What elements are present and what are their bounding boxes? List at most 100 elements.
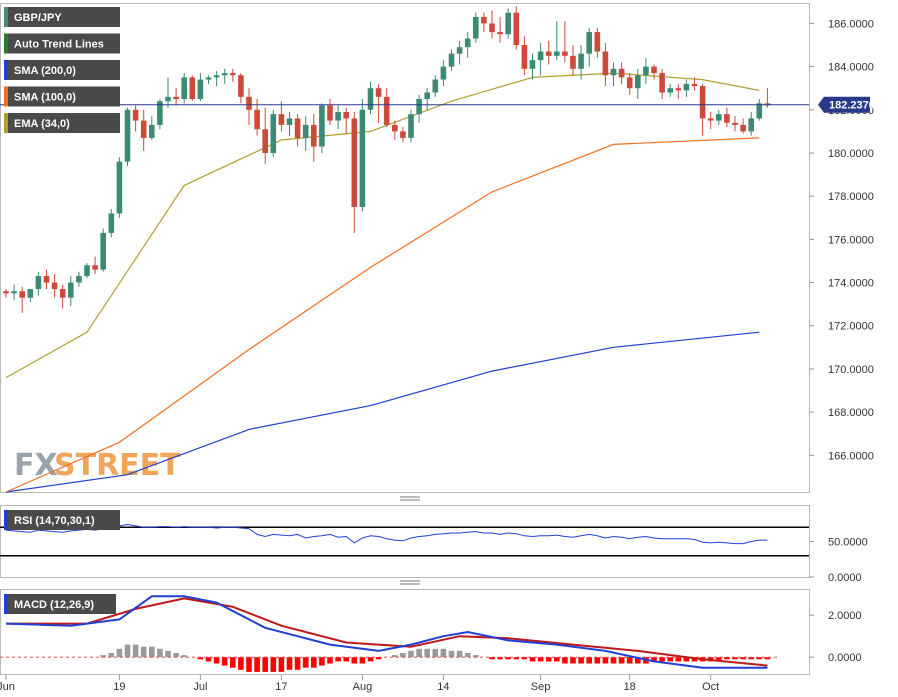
candle (319, 103, 325, 153)
candle (35, 271, 42, 296)
date-tick-label: 17 (275, 681, 287, 693)
candle (116, 157, 123, 218)
macd-histogram-bar (764, 657, 771, 660)
candle-body (699, 86, 706, 119)
candle-body (173, 96, 179, 100)
last-price-tag (818, 96, 870, 113)
candle (351, 111, 358, 233)
date-tick-label: Aug (353, 681, 373, 693)
macd-tick-label: 2.0000 (828, 610, 862, 622)
candle (699, 83, 706, 136)
pane-splitter-macd[interactable] (400, 580, 420, 585)
legend-label: EMA (34,0) (14, 118, 70, 130)
candle-body (578, 53, 584, 69)
candle-body (375, 88, 382, 97)
candle-body (529, 60, 536, 69)
macd-histogram-bar (221, 657, 228, 666)
candle (294, 114, 301, 147)
candle (554, 21, 560, 61)
price-tick-label: 172.0000 (828, 321, 874, 333)
candle-body (489, 23, 495, 33)
candlestick-series (3, 6, 771, 313)
macd-histogram-bar (432, 648, 439, 658)
candle (659, 68, 665, 100)
macd-histogram-bar (756, 657, 763, 660)
candle-body (19, 291, 25, 298)
candle-body (335, 111, 341, 121)
candle (165, 77, 171, 108)
macd-histogram-bar (246, 657, 252, 672)
candle-body (92, 265, 98, 270)
macd-histogram-bar (683, 657, 690, 662)
candle (157, 99, 163, 130)
candle-body (594, 32, 601, 52)
candle-body (84, 265, 90, 277)
candle (238, 73, 244, 104)
candle (221, 68, 228, 84)
candle-body (311, 124, 317, 147)
candle-body (659, 73, 665, 93)
candle-body (691, 83, 698, 87)
candle-body (59, 289, 66, 298)
candle-body (124, 109, 131, 162)
macd-histogram-bar (489, 657, 495, 660)
macd-histogram-bar (408, 650, 414, 658)
price-tick-label: 166.0000 (828, 450, 874, 462)
candle-body (302, 124, 309, 138)
price-tick-label: 170.0000 (828, 364, 874, 376)
candle-body (108, 213, 115, 233)
candle-body (481, 16, 487, 24)
price-tick-label: 178.0000 (828, 191, 874, 203)
last-price-label: 182.2370 (829, 100, 875, 112)
candle (489, 10, 495, 39)
legend-box (4, 594, 116, 614)
candle (205, 75, 212, 84)
macd-histogram-bar (132, 644, 139, 658)
candle-body (716, 114, 722, 121)
candle (562, 21, 568, 63)
macd-label: MACD (12,26,9) (14, 599, 94, 611)
candle (173, 88, 179, 106)
date-tick-label: Sep (531, 681, 551, 693)
candle (27, 289, 34, 302)
candle (424, 88, 430, 110)
main-panel-frame (0, 3, 810, 493)
macd-histogram-bar (254, 657, 260, 672)
price-axis: 186.0000184.0000182.0000180.0000178.0000… (809, 18, 874, 462)
macd-histogram-bar (108, 653, 115, 658)
candle (748, 111, 754, 136)
candle-body (513, 12, 520, 46)
candle (181, 73, 187, 104)
candle-body (51, 282, 58, 290)
candle-body (537, 51, 544, 61)
candle (230, 68, 236, 82)
candle (100, 228, 106, 272)
pane-splitter-rsi[interactable] (400, 496, 420, 501)
candle-body (181, 77, 187, 100)
macd-histogram-bar (651, 657, 657, 662)
candle (610, 62, 617, 87)
macd-histogram-bar (116, 648, 123, 658)
candle-body (635, 75, 641, 89)
candle (124, 107, 131, 166)
price-tick-label: 176.0000 (828, 234, 874, 246)
macd-histogram-bar (400, 653, 406, 658)
macd-histogram-bar (464, 653, 471, 658)
candle-body (416, 99, 422, 115)
candle-body (246, 96, 252, 110)
candle (327, 99, 333, 125)
candle-body (424, 92, 430, 100)
macd-histogram-bar (473, 655, 479, 658)
candle (11, 284, 17, 300)
date-tick-label: Oct (702, 681, 719, 693)
legend-entry: EMA (34,0) (4, 113, 120, 133)
candle (691, 77, 698, 91)
candle-body (230, 73, 236, 76)
indicator-legend: GBP/JPY Auto Trend Lines SMA (200,0) SMA (1… (4, 7, 120, 133)
candle-body (294, 118, 301, 138)
macd-histogram-bar (205, 657, 212, 662)
last-price-line: 182.2370 (0, 96, 875, 113)
macd-histogram-bar (213, 657, 220, 664)
candle-body (602, 51, 609, 76)
candle (602, 42, 609, 87)
